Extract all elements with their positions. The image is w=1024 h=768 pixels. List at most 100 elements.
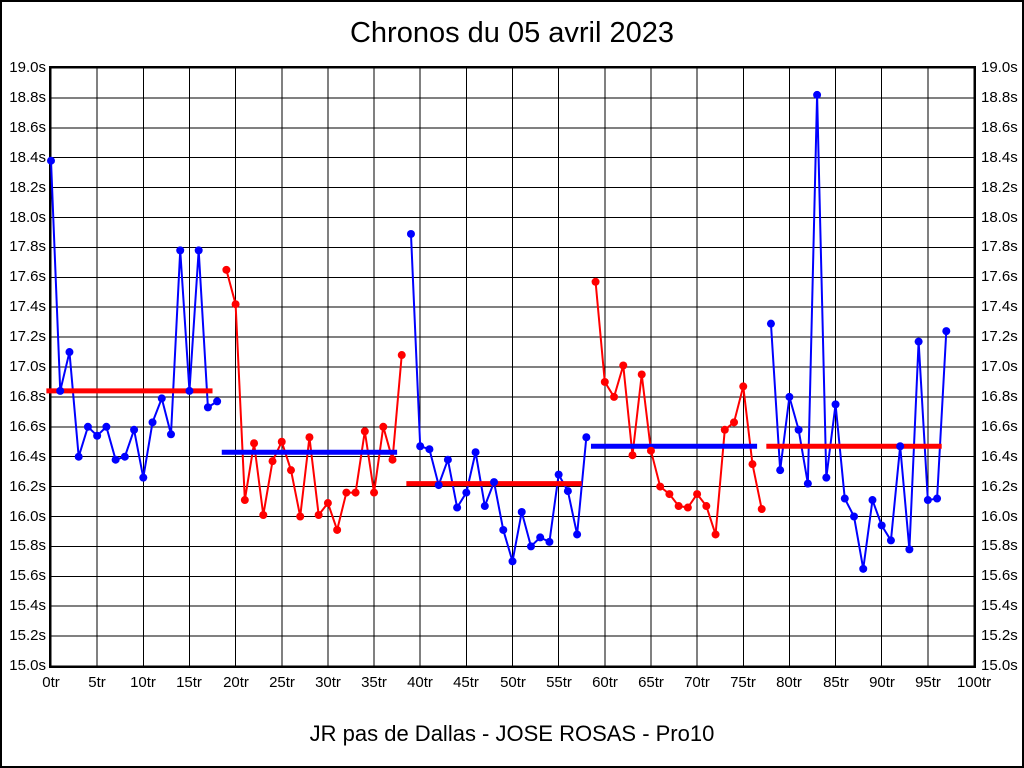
y-axis-label-left: 15.4s bbox=[9, 597, 46, 614]
stint-5-data-point bbox=[766, 319, 775, 328]
stint-4-data-point bbox=[646, 446, 655, 455]
stint-3-data-point bbox=[526, 542, 535, 551]
x-axis-label: 95tr bbox=[915, 674, 941, 691]
stint-4-data-point bbox=[702, 502, 711, 511]
stint-3-data-point bbox=[573, 530, 582, 539]
stint-4-data-point bbox=[730, 418, 739, 427]
stint-1-data-point bbox=[111, 455, 120, 464]
stint-2-data-point bbox=[305, 433, 314, 442]
stint-3-data-point bbox=[453, 503, 462, 512]
stint-2-data-point bbox=[259, 511, 268, 520]
y-axis-label-right: 15.6s bbox=[981, 567, 1018, 584]
y-axis-label-left: 18.6s bbox=[9, 119, 46, 136]
stint-5-data-point bbox=[868, 496, 877, 505]
x-axis-label: 70tr bbox=[684, 674, 710, 691]
x-axis-label: 50tr bbox=[500, 674, 526, 691]
y-axis-label-left: 18.0s bbox=[9, 209, 46, 226]
stint-5-data-point bbox=[914, 337, 923, 346]
x-axis-label: 60tr bbox=[592, 674, 618, 691]
x-axis-label: 55tr bbox=[546, 674, 572, 691]
stint-5-data-point bbox=[794, 425, 803, 434]
x-axis-label: 35tr bbox=[361, 674, 387, 691]
stint-2-data-point bbox=[296, 512, 305, 521]
y-axis-label-left: 16.4s bbox=[9, 448, 46, 465]
stint-3-data-point bbox=[406, 229, 415, 238]
stint-1-data-point bbox=[47, 156, 55, 165]
y-axis-label-right: 17.0s bbox=[981, 358, 1018, 375]
stint-3-data-point bbox=[416, 442, 425, 451]
y-axis-label-right: 17.6s bbox=[981, 268, 1018, 285]
stint-2-data-point bbox=[379, 422, 388, 431]
y-axis-label-left: 17.8s bbox=[9, 238, 46, 255]
y-axis-label-right: 18.0s bbox=[981, 209, 1018, 226]
stint-1-data-point bbox=[56, 386, 65, 395]
stint-1-data-point bbox=[102, 422, 111, 431]
stint-1-data-point bbox=[166, 430, 175, 439]
stint-4-data-point bbox=[720, 425, 729, 434]
stint-4-data-point bbox=[674, 502, 683, 511]
stint-3-data-point bbox=[582, 433, 591, 442]
y-axis-label-right: 17.2s bbox=[981, 328, 1018, 345]
stint-5-data-point bbox=[905, 545, 914, 554]
stint-2-data-point bbox=[231, 300, 240, 309]
stint-2-data-point bbox=[277, 437, 286, 446]
stint-1-data-point bbox=[213, 397, 222, 406]
y-axis-label-right: 16.2s bbox=[981, 478, 1018, 495]
stint-2-data-point bbox=[286, 466, 295, 475]
stint-1-data-point bbox=[185, 386, 194, 395]
y-axis-label-left: 17.0s bbox=[9, 358, 46, 375]
stint-4-data-point bbox=[711, 530, 720, 539]
y-axis-label-left: 16.8s bbox=[9, 388, 46, 405]
stint-1-data-point bbox=[148, 418, 157, 427]
stint-1-data-point bbox=[74, 452, 83, 461]
stint-1-data-point bbox=[203, 403, 212, 412]
stint-4-data-point bbox=[739, 382, 748, 391]
stint-4-data-point bbox=[683, 503, 692, 512]
x-axis-label: 80tr bbox=[776, 674, 802, 691]
stint-5-data-point bbox=[785, 392, 794, 401]
x-axis-label: 0tr bbox=[42, 674, 60, 691]
stint-1-data-point bbox=[130, 425, 139, 434]
y-axis-label-left: 16.0s bbox=[9, 508, 46, 525]
chart-footer: JR pas de Dallas - JOSE ROSAS - Pro10 bbox=[309, 721, 715, 746]
y-axis-label-right: 16.6s bbox=[981, 418, 1018, 435]
y-axis-label-left: 17.2s bbox=[9, 328, 46, 345]
stint-5-data-point bbox=[822, 473, 831, 482]
y-axis-label-right: 19.0s bbox=[981, 59, 1018, 76]
stint-3-data-point bbox=[508, 557, 517, 566]
y-axis-label-right: 18.8s bbox=[981, 89, 1018, 106]
stint-2-line bbox=[225, 269, 403, 534]
x-axis-label: 10tr bbox=[130, 674, 156, 691]
y-axis-label-left: 17.4s bbox=[9, 298, 46, 315]
stint-5-data-point bbox=[896, 442, 905, 451]
stint-4-data-point bbox=[748, 460, 757, 469]
stint-3-line bbox=[409, 233, 588, 562]
y-axis-label-right: 18.2s bbox=[981, 179, 1018, 196]
x-axis-label: 25tr bbox=[269, 674, 295, 691]
stint-2-data-point bbox=[370, 488, 379, 497]
stint-4-data-point bbox=[637, 370, 646, 379]
stint-5-data-point bbox=[803, 479, 812, 488]
x-axis-label: 90tr bbox=[869, 674, 895, 691]
stint-4-data-point bbox=[656, 482, 665, 491]
stint-2-data-point bbox=[323, 499, 332, 508]
stint-5-data-point bbox=[877, 521, 886, 530]
y-axis-label-right: 18.4s bbox=[981, 149, 1018, 166]
stint-4-line bbox=[594, 281, 763, 535]
stint-3-data-point bbox=[554, 470, 563, 479]
stint-5-data-point bbox=[776, 466, 785, 475]
stint-1-data-point bbox=[65, 348, 74, 357]
stint-5-data-point bbox=[886, 536, 895, 545]
stint-3-data-point bbox=[480, 502, 489, 511]
stint-2-data-point bbox=[360, 427, 369, 436]
stint-3-data-point bbox=[545, 537, 554, 546]
stint-5-data-point bbox=[942, 327, 951, 336]
stint-5-line bbox=[769, 94, 948, 569]
x-axis-label: 15tr bbox=[176, 674, 202, 691]
y-axis-label-right: 16.0s bbox=[981, 508, 1018, 525]
stint-3-data-point bbox=[443, 455, 452, 464]
stint-2-data-point bbox=[333, 525, 342, 534]
stint-3-data-point bbox=[434, 481, 443, 490]
y-axis-label-right: 18.6s bbox=[981, 119, 1018, 136]
stint-1-data-point bbox=[83, 422, 92, 431]
